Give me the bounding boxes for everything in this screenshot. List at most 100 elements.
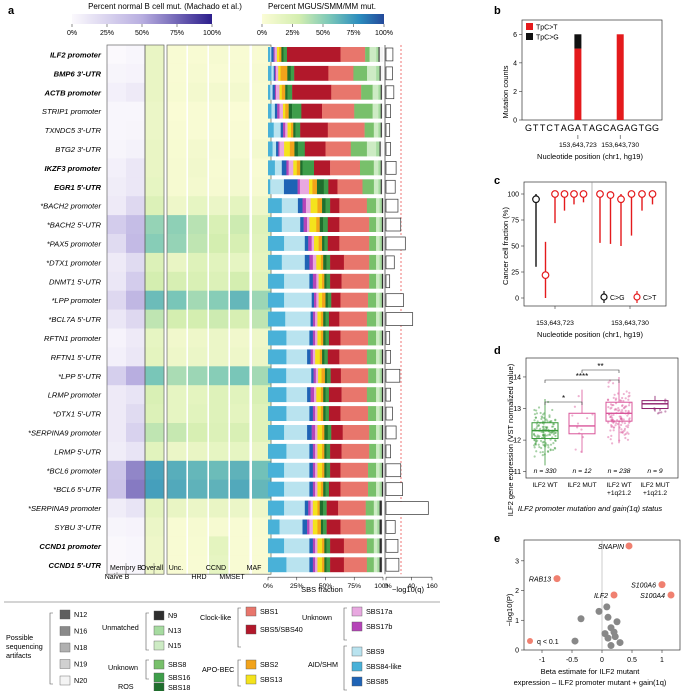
d-jitter-point — [626, 426, 630, 429]
sbs-segment — [369, 236, 377, 251]
sbs-segment — [315, 443, 318, 459]
d-jitter-point — [606, 398, 610, 401]
sbs-segment — [279, 84, 282, 100]
sbs-segment — [378, 179, 381, 195]
sbs-segment — [362, 179, 375, 195]
d-jitter-point — [623, 406, 626, 409]
d-jitter-point — [546, 434, 549, 437]
row-label: RFTN1 5′-UTR — [51, 353, 102, 362]
d-jitter-point — [534, 443, 537, 446]
heat-cell — [209, 196, 229, 216]
heat-cell — [167, 101, 187, 121]
sbs-segment — [289, 141, 295, 157]
d-jitter-point — [612, 429, 615, 432]
c-point — [541, 271, 550, 280]
sbs-segment — [324, 557, 327, 573]
sbs-segment — [317, 538, 323, 554]
sbs-segment — [368, 481, 377, 497]
d-jitter-point — [541, 454, 544, 457]
sbs-segment — [369, 273, 377, 289]
heat-cell — [107, 101, 127, 121]
sbs-segment — [330, 557, 345, 573]
d-jitter-point — [532, 444, 536, 447]
sbs-segment — [276, 141, 279, 157]
sbs-segment — [326, 557, 331, 573]
legend-swatch-sbs18 — [153, 682, 165, 691]
colorbar-left-tick-label: 50% — [135, 30, 149, 37]
d-jitter-point — [591, 413, 594, 416]
heat-cell — [107, 120, 127, 140]
sbs-segment — [315, 349, 320, 365]
sbs-segment — [320, 519, 324, 535]
sbs-segment — [330, 368, 342, 384]
heat-cell — [188, 158, 208, 178]
legend-group-title: Possible sequencing artifacts — [6, 633, 43, 660]
c-xtick-label: 153,643,723 — [536, 320, 574, 327]
d-jitter-point — [624, 436, 627, 440]
sbs-segment — [330, 254, 345, 270]
sbs-segment — [324, 538, 327, 554]
sbs-segment — [311, 425, 316, 440]
heat-cell — [188, 120, 208, 140]
sbs-segment — [380, 103, 383, 119]
sbs-segment — [381, 160, 384, 176]
d-jitter-point — [664, 410, 667, 413]
sbs-axis: 0% 25% 50% 75% 100% — [263, 576, 392, 590]
heat-cell — [188, 536, 208, 556]
d-jitter-point — [542, 434, 545, 437]
legend-group-title: AID/SHM — [308, 660, 338, 669]
legend-bracket — [237, 659, 241, 687]
legend-bracket — [145, 612, 149, 651]
legend-label: SBS13 — [260, 675, 282, 684]
sbs-segment — [309, 481, 314, 497]
sbs-segment — [279, 519, 303, 535]
heat-cell — [188, 234, 208, 254]
sbs-segment — [381, 179, 384, 195]
sbs-segment — [322, 557, 325, 573]
column-label: Overall — [141, 565, 164, 572]
sbs-segment — [309, 557, 314, 573]
sbs-segment — [302, 519, 308, 535]
row-label: *PAX5 promoter — [47, 239, 102, 248]
panel-label-c: c — [494, 175, 500, 187]
c-point — [617, 195, 625, 204]
c-ytick-label: 0 — [515, 296, 519, 303]
heat-cell — [126, 441, 146, 462]
heat-cell — [145, 196, 165, 216]
heat-cell — [167, 498, 187, 518]
sbs-segment — [353, 65, 368, 81]
b-sequence-letter: A — [589, 123, 595, 133]
legend-swatch-sbs8 — [153, 659, 165, 670]
e-ytick-label: 3 — [515, 558, 519, 565]
heat-cell — [145, 82, 165, 103]
sbs-segment — [279, 47, 282, 62]
sbs-segment — [342, 425, 370, 440]
heat-cell — [209, 441, 229, 462]
row-label: ILF2 promoter — [50, 50, 102, 59]
heat-cell — [252, 234, 272, 254]
sbs-segment — [369, 47, 377, 62]
sbs-segment — [376, 141, 380, 157]
sbs-segment — [328, 406, 341, 421]
colorbar-right-tick-label: 100% — [375, 30, 393, 37]
heat-cell — [107, 234, 127, 254]
sbs-segment — [316, 179, 324, 195]
sbs-segment — [379, 557, 383, 573]
legend-bracket — [343, 607, 347, 641]
heat-cell — [252, 555, 272, 575]
sbs-segment — [381, 254, 384, 270]
b-legend-label: TpC>T — [536, 25, 558, 32]
sbs-segment — [376, 462, 380, 478]
sbs-segment — [273, 47, 275, 62]
sbs-segment — [286, 557, 310, 573]
sbs-segment — [312, 179, 318, 195]
legend-swatch-sbs16 — [153, 672, 165, 683]
d-jitter-point — [552, 423, 556, 426]
d-jitter-point — [610, 406, 613, 409]
sbs-segment — [381, 103, 384, 119]
sbs-segment — [288, 103, 293, 119]
e-xtick-label: 1 — [660, 657, 664, 664]
column-label: CCND — [206, 565, 226, 572]
e-xlabel-1: Beta estimate for ILF2 mutant — [541, 667, 641, 676]
d-jitter-point — [607, 406, 610, 409]
